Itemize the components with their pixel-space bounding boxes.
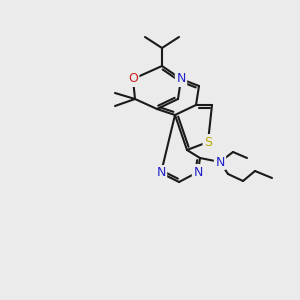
Text: N: N [176, 73, 186, 85]
Text: N: N [193, 166, 203, 178]
Text: O: O [128, 73, 138, 85]
Text: S: S [204, 136, 212, 148]
Text: N: N [156, 167, 166, 179]
Text: N: N [215, 155, 225, 169]
